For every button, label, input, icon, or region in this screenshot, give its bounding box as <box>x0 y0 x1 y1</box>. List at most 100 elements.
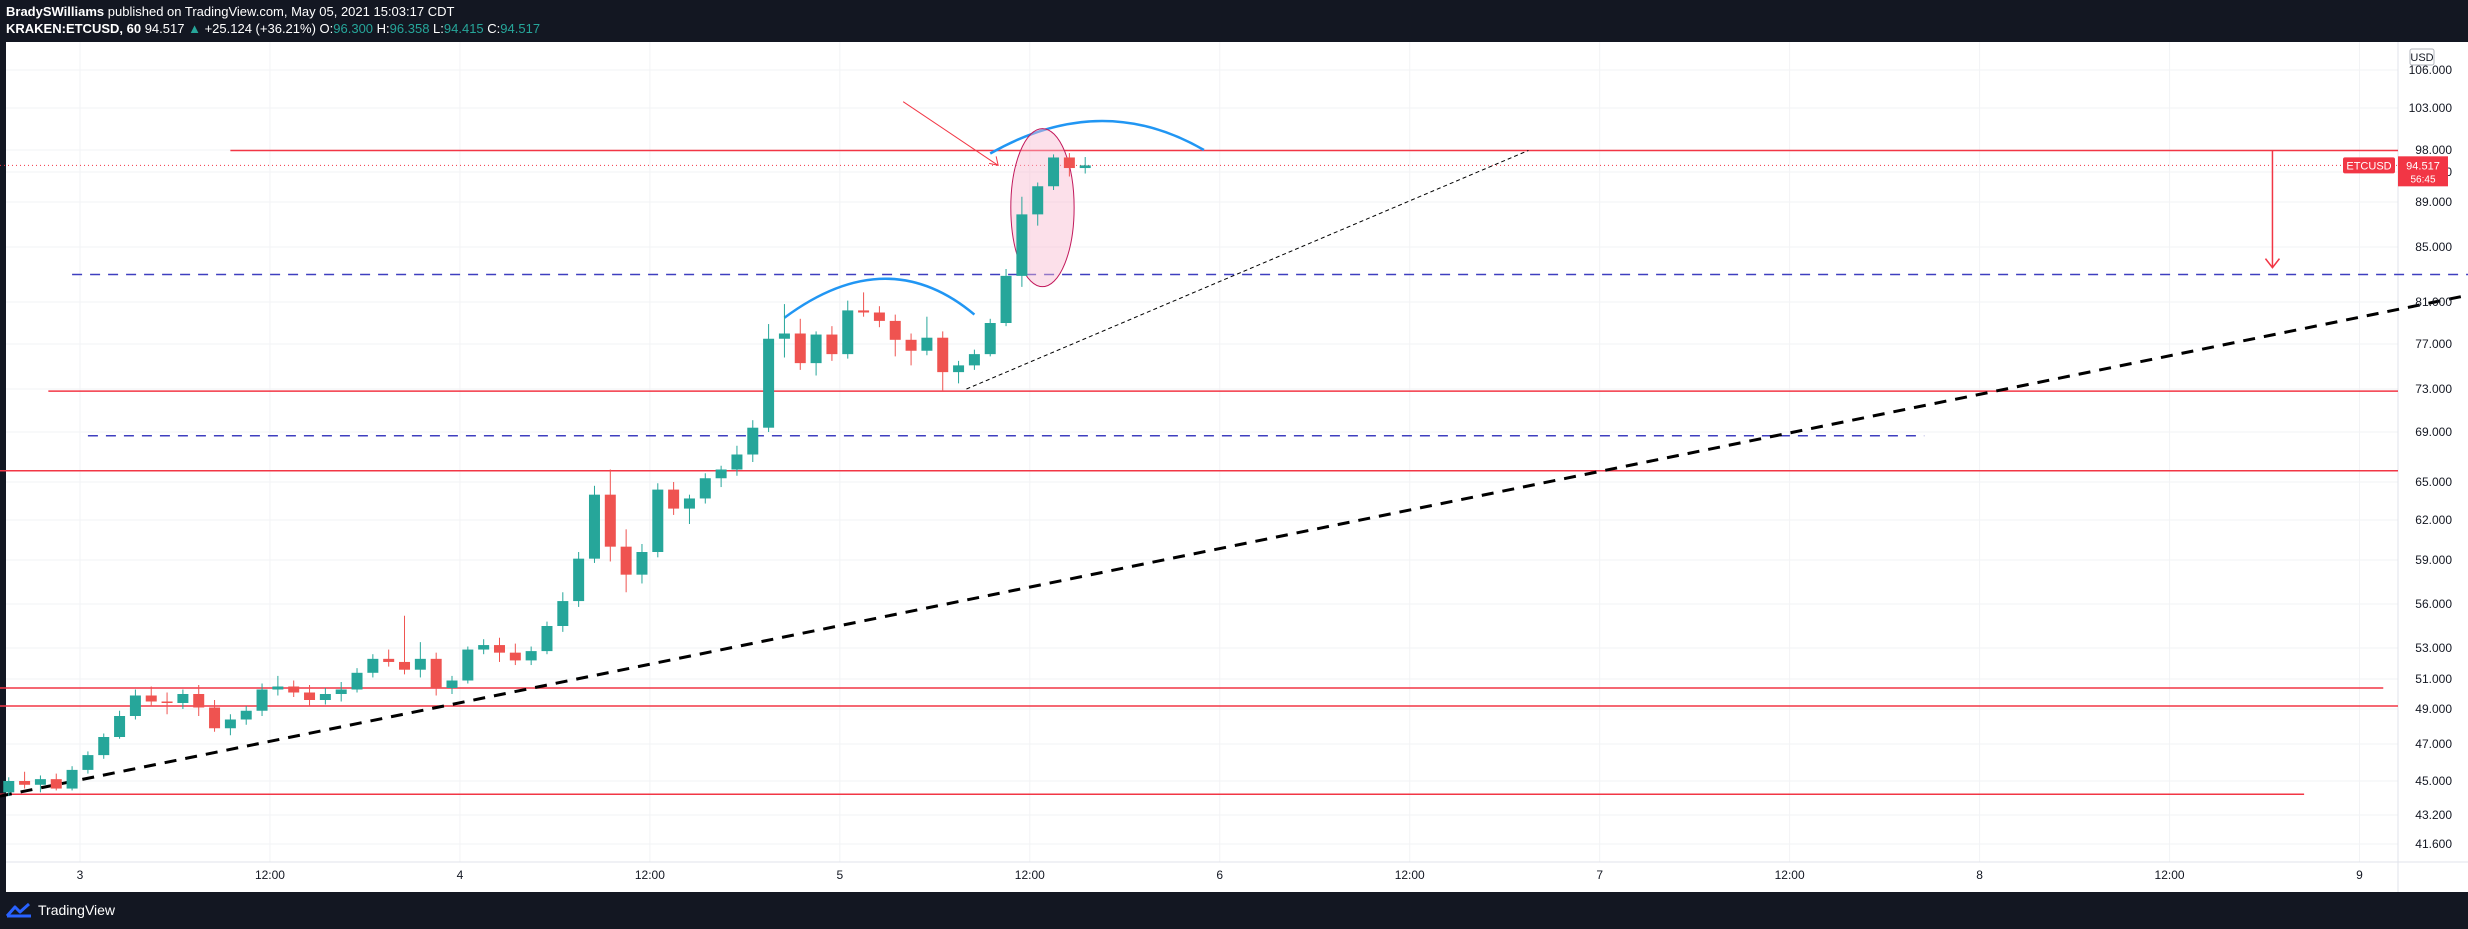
candlestick-chart[interactable]: USD106.000103.00098.00093.00089.00085.00… <box>0 42 2468 892</box>
price-tick-label: 89.000 <box>2415 195 2452 209</box>
time-tick-label: 3 <box>77 868 84 882</box>
grid <box>0 42 2398 862</box>
price-tick-label: 69.000 <box>2415 425 2452 439</box>
candle-body <box>399 661 411 670</box>
candle-body <box>715 469 727 479</box>
candle-body <box>224 719 236 729</box>
candle-body <box>478 645 490 650</box>
author-name[interactable]: BradySWilliams <box>6 4 105 19</box>
price-tick-label: 51.000 <box>2415 672 2452 686</box>
candle-body <box>288 686 300 693</box>
candle-body <box>541 626 553 652</box>
pattern-arc <box>989 119 1205 155</box>
candle-body <box>889 320 901 340</box>
candle-body <box>937 337 949 373</box>
candle-body <box>446 680 458 688</box>
time-tick-label: 12:00 <box>2155 868 2185 882</box>
candle-body <box>161 701 173 703</box>
candle-body <box>383 658 395 662</box>
tradingview-brand[interactable]: TradingView <box>6 902 115 918</box>
candle-body <box>319 694 331 700</box>
change-value: +25.124 (+36.21%) <box>204 21 316 36</box>
candles <box>3 153 1091 797</box>
candle-body <box>145 695 157 702</box>
candle-body <box>984 323 996 355</box>
candle-body <box>34 779 46 785</box>
price-badge-value: 94.517 <box>2406 160 2440 172</box>
candle-body <box>1016 214 1028 276</box>
candle-body <box>763 338 775 428</box>
candle-body <box>50 779 62 789</box>
ohlc-line: KRAKEN:ETCUSD, 60 94.517 ▲ +25.124 (+36.… <box>6 21 540 37</box>
price-tick-label: 73.000 <box>2415 382 2452 396</box>
low-value: 94.415 <box>443 21 484 36</box>
time-tick-label: 7 <box>1596 868 1603 882</box>
currency-box <box>2409 48 2435 66</box>
candle-body <box>1079 165 1091 169</box>
price-tick-label: 41.600 <box>2415 837 2452 851</box>
price-tick-label: 59.000 <box>2415 553 2452 567</box>
candle-body <box>747 427 759 455</box>
time-tick-label: 12:00 <box>1395 868 1425 882</box>
candle-body <box>842 310 854 355</box>
price-tick-label: 65.000 <box>2415 475 2452 489</box>
candle-body <box>953 365 965 373</box>
price-tick-label: 77.000 <box>2415 337 2452 351</box>
close-value: 94.517 <box>500 21 541 36</box>
level-lines <box>0 149 2468 795</box>
time-tick-label: 12:00 <box>1015 868 1045 882</box>
price-tick-label: 98.000 <box>2415 143 2452 157</box>
price-tick-label: 81.000 <box>2415 295 2452 309</box>
candle-body <box>493 645 505 653</box>
symbol-label[interactable]: KRAKEN:ETCUSD, 60 <box>6 21 142 36</box>
candle-body <box>1063 157 1075 169</box>
candle-body <box>19 781 31 785</box>
candle-body <box>573 558 585 602</box>
time-tick-label: 12:00 <box>255 868 285 882</box>
candle-body <box>462 649 474 681</box>
candle-body <box>683 498 695 509</box>
high-value: 96.358 <box>389 21 430 36</box>
candle-body <box>778 333 790 339</box>
publish-line: BradySWilliams published on TradingView.… <box>6 4 454 20</box>
price-tick-label: 53.000 <box>2415 641 2452 655</box>
candle-body <box>557 601 569 626</box>
candle-body <box>414 658 426 670</box>
price-tick-label: 103.000 <box>2409 101 2453 115</box>
brand-label: TradingView <box>38 902 116 918</box>
pattern-arc <box>783 277 976 319</box>
candle-body <box>193 694 205 708</box>
chart-area[interactable]: USD106.000103.00098.00093.00089.00085.00… <box>0 42 2468 892</box>
candle-body <box>921 337 933 351</box>
axis-labels: USD106.000103.00098.00093.00089.00085.00… <box>77 48 2453 882</box>
candle-body <box>588 494 600 559</box>
candle-body <box>826 334 838 355</box>
symbol-badge <box>2343 157 2395 174</box>
candle-body <box>367 658 379 673</box>
candle-body <box>240 710 252 720</box>
tradingview-logo-icon <box>6 902 31 918</box>
low-label: L: <box>433 21 444 36</box>
candle-body <box>905 339 917 351</box>
trendline <box>966 149 1529 390</box>
time-tick-label: 9 <box>2356 868 2363 882</box>
price-badge <box>2398 156 2448 187</box>
up-triangle-icon: ▲ <box>188 21 201 36</box>
axes <box>0 42 2468 892</box>
time-tick-label: 5 <box>836 868 843 882</box>
last-price: 94.517 <box>144 21 185 36</box>
candle-body <box>636 552 648 575</box>
close-label: C: <box>487 21 501 36</box>
price-badge-countdown: 56:45 <box>2410 174 2435 185</box>
candle-body <box>858 310 870 313</box>
candle-body <box>114 716 126 737</box>
pointer-arrow-shaft <box>902 101 999 166</box>
candle-body <box>304 692 316 700</box>
candle-body <box>731 454 743 470</box>
currency-label: USD <box>2410 52 2433 64</box>
candle-body <box>699 478 711 499</box>
time-tick-label: 4 <box>457 868 464 882</box>
candle-body <box>652 489 664 552</box>
candle-body <box>335 689 347 694</box>
price-tick-label: 56.000 <box>2415 597 2452 611</box>
